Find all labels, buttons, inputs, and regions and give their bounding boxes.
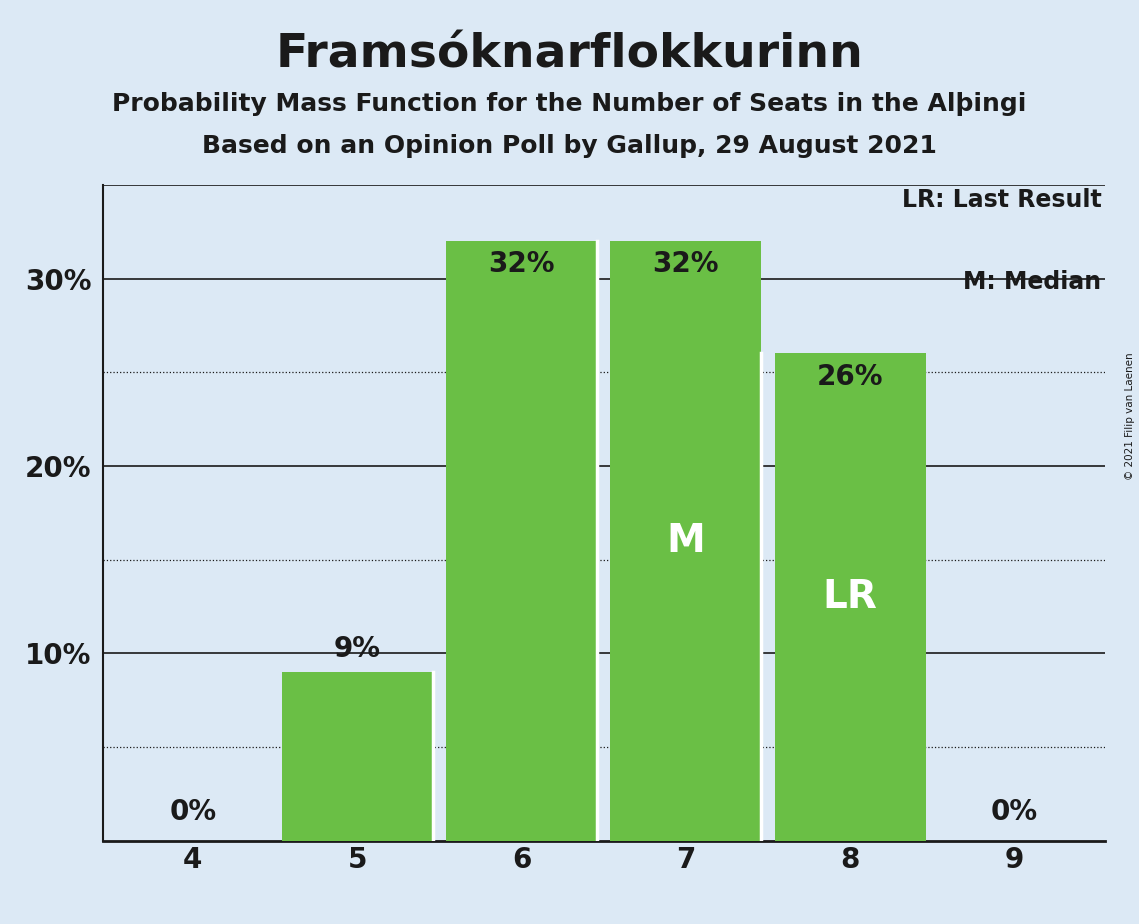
Text: 0%: 0% (991, 797, 1038, 826)
Bar (281, 672, 433, 841)
Bar (611, 241, 761, 841)
Text: Probability Mass Function for the Number of Seats in the Alþingi: Probability Mass Function for the Number… (113, 92, 1026, 116)
Text: Framsóknarflokkurinn: Framsóknarflokkurinn (276, 32, 863, 78)
Text: 9%: 9% (334, 635, 380, 663)
Text: 26%: 26% (817, 363, 884, 391)
Text: M: Median: M: Median (964, 270, 1101, 294)
Text: LR: LR (822, 578, 877, 616)
Text: 0%: 0% (170, 797, 216, 826)
Bar (775, 354, 926, 841)
Text: 32%: 32% (653, 250, 719, 278)
Text: LR: Last Result: LR: Last Result (902, 188, 1101, 213)
Text: 32%: 32% (489, 250, 555, 278)
Text: Based on an Opinion Poll by Gallup, 29 August 2021: Based on an Opinion Poll by Gallup, 29 A… (202, 134, 937, 158)
Text: M: M (666, 522, 705, 560)
Text: © 2021 Filip van Laenen: © 2021 Filip van Laenen (1125, 352, 1134, 480)
Bar (446, 241, 597, 841)
